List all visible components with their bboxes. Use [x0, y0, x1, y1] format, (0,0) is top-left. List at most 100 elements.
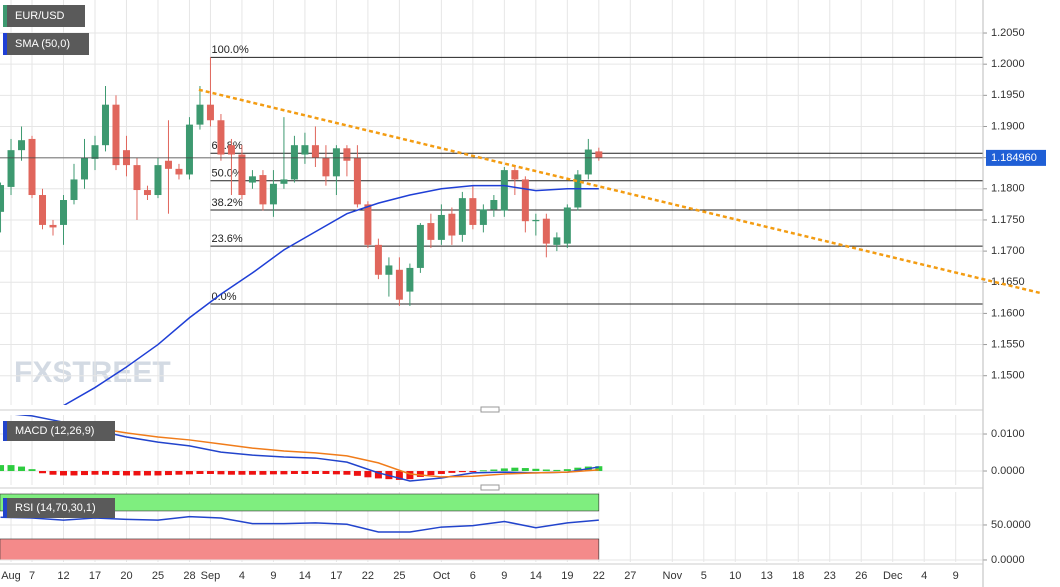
x-tick-label: 18 — [792, 570, 804, 582]
candle-body — [290, 145, 298, 180]
histogram-bar — [217, 471, 225, 475]
x-tick-label: 9 — [501, 570, 507, 582]
candle-body — [437, 214, 445, 240]
overbought-band — [0, 493, 600, 512]
x-tick-label: 4 — [921, 570, 927, 582]
histogram-bar — [101, 471, 109, 475]
candle-body — [133, 165, 141, 191]
oversold-band — [0, 538, 600, 561]
y-tick-label: 0.0000 — [991, 554, 1025, 566]
candle-body — [175, 168, 183, 175]
fib-label: 38.2% — [211, 197, 242, 209]
histogram-bar — [458, 471, 466, 473]
histogram-bar — [500, 468, 508, 472]
x-tick-label: 17 — [89, 570, 101, 582]
candle-body — [542, 218, 550, 244]
candle-body — [217, 120, 225, 155]
candle-body — [101, 104, 109, 146]
candle-body — [458, 198, 466, 235]
candle-body — [91, 145, 99, 159]
candle-body — [322, 157, 330, 177]
histogram-bar — [511, 467, 519, 472]
resize-handle[interactable] — [480, 406, 500, 413]
candle-body — [7, 150, 15, 187]
histogram-bar — [542, 469, 550, 472]
x-tick-label: 7 — [29, 570, 35, 582]
candle-body — [0, 185, 5, 212]
x-tick-label: 26 — [855, 570, 867, 582]
histogram-bar — [280, 471, 288, 475]
x-tick-label: Aug — [1, 570, 21, 582]
y-tick-label: 1.1950 — [991, 89, 1025, 101]
legend-swatch — [3, 498, 7, 518]
y-tick-label: 1.1800 — [991, 183, 1025, 195]
histogram-bar — [143, 471, 151, 476]
candle-body — [28, 138, 36, 196]
legend-label: RSI (14,70,30,1) — [15, 502, 96, 514]
histogram-bar — [374, 471, 382, 479]
candle-body — [164, 160, 172, 169]
candle-body — [206, 104, 214, 121]
histogram-bar — [238, 471, 246, 475]
histogram-bar — [91, 471, 99, 475]
candle-body — [521, 179, 529, 222]
x-tick-label: Dec — [883, 570, 903, 582]
histogram-bar — [479, 470, 487, 472]
histogram-bar — [490, 469, 498, 472]
candle-body — [395, 269, 403, 300]
y-tick-label: 1.1650 — [991, 276, 1025, 288]
histogram-bar — [353, 471, 361, 476]
candle-body — [49, 224, 57, 228]
candle-body — [280, 179, 288, 184]
legend: MACD (12,26,9) RSI (14,70,30,1) — [3, 421, 115, 518]
y-tick-label: 50.0000 — [991, 519, 1031, 531]
histogram-bar — [112, 471, 120, 476]
histogram-bar — [427, 471, 435, 476]
histogram-bar — [0, 465, 5, 472]
resize-handle[interactable] — [480, 484, 500, 491]
candle-body — [112, 104, 120, 166]
legend-swatch — [3, 421, 7, 441]
candle-body — [553, 237, 561, 245]
fib-label: 23.6% — [211, 233, 242, 245]
histogram-bar — [80, 471, 88, 476]
histogram-bar — [49, 471, 57, 475]
histogram-bar — [469, 471, 477, 473]
candle-body — [238, 154, 246, 196]
candle-body — [259, 175, 267, 205]
histogram-bar — [122, 471, 130, 476]
histogram-bar — [175, 471, 183, 475]
x-tick-label: 19 — [561, 570, 573, 582]
last-price-box — [986, 149, 1046, 166]
y-tick-label: 1.1700 — [991, 245, 1025, 257]
candle-body — [301, 145, 309, 155]
histogram-bar — [259, 471, 267, 475]
x-tick-label: 22 — [362, 570, 374, 582]
histogram-bar — [301, 471, 309, 474]
legend-box[interactable] — [3, 421, 115, 441]
fib-label: 50.0% — [211, 168, 242, 180]
x-tick-label: 23 — [824, 570, 836, 582]
y-tick-label: 1.2000 — [991, 58, 1025, 70]
legend-box[interactable] — [3, 498, 115, 518]
x-tick-label: 27 — [624, 570, 636, 582]
x-tick-label: 10 — [729, 570, 741, 582]
histogram-bar — [290, 471, 298, 474]
x-tick-label: 5 — [701, 570, 707, 582]
candle-body — [500, 170, 508, 211]
line — [0, 515, 599, 533]
candle-body — [60, 200, 68, 225]
candle-body — [18, 140, 26, 151]
legend-box[interactable] — [3, 5, 85, 27]
histogram-bar — [595, 466, 603, 472]
candle-body — [448, 213, 456, 236]
x-tick-label: 6 — [470, 570, 476, 582]
histogram-bar — [164, 471, 172, 476]
histogram-bar — [18, 466, 26, 472]
legend-box[interactable] — [3, 33, 89, 55]
watermark: FXSTREET — [14, 356, 171, 389]
histogram-bar — [196, 471, 204, 474]
histogram-bar — [311, 471, 319, 474]
histogram-bar — [553, 469, 561, 472]
x-tick-label: 13 — [761, 570, 773, 582]
